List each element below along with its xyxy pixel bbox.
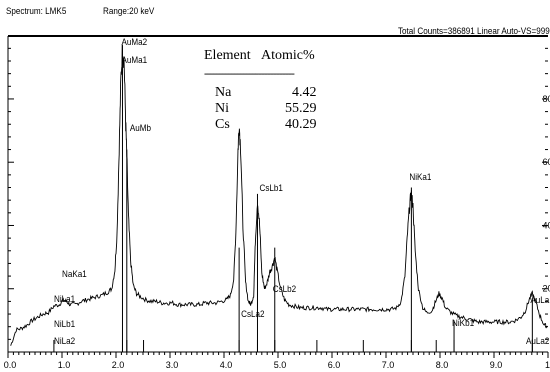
y-tick-label: 200 — [542, 284, 550, 294]
x-tick-label: 3.0 — [166, 360, 179, 370]
x-tick-label: 4.0 — [220, 360, 233, 370]
row-element-ni: Ni — [215, 101, 229, 116]
peak-label: AuMb — [130, 123, 151, 134]
spectrum-name: Spectrum: LMK5 — [6, 6, 67, 16]
peak-label: AuMa1 — [121, 55, 147, 66]
peak-label: NaKa1 — [62, 269, 87, 280]
row-element-na: Na — [215, 85, 232, 100]
row-value-cs: 40.29 — [285, 117, 317, 132]
peak-label: NiLa2 — [54, 336, 75, 347]
total-counts: Total Counts=386891 Linear Auto-VS=999 — [398, 26, 550, 36]
x-tick-label: 8.0 — [436, 360, 449, 370]
peak-label: NiLb1 — [54, 319, 75, 330]
x-tick-label: 6.0 — [328, 360, 341, 370]
peak-label: NiKb1 — [452, 318, 474, 329]
x-tick-label: 0.0 — [4, 360, 17, 370]
y-tick-label: 400 — [542, 220, 550, 230]
x-tick-label: 2.0 — [112, 360, 125, 370]
peak-label: AuLa2 — [526, 336, 550, 347]
table-header-atomic: Atomic% — [261, 48, 315, 63]
x-tick-label: 7.0 — [382, 360, 395, 370]
table-divider: ------------------------------ — [204, 66, 295, 80]
peak-label: AuLa — [530, 295, 549, 306]
peak-label: CsLb2 — [273, 284, 297, 295]
table-header-element: Element — [204, 48, 251, 63]
row-element-cs: Cs — [215, 117, 230, 132]
x-tick-label: 1.0 — [58, 360, 71, 370]
x-tick-label: 9.0 — [490, 360, 503, 370]
peak-label: CsLa2 — [241, 309, 265, 320]
y-tick-label: 800 — [542, 94, 550, 104]
peak-label: NiLa1 — [54, 294, 75, 305]
row-value-na: 4.42 — [292, 85, 317, 100]
x-tick-label: 5.0 — [274, 360, 287, 370]
x-tick-label: 10 — [545, 360, 550, 370]
peak-label: AuMa2 — [121, 37, 147, 48]
peak-label: CsLb1 — [259, 183, 283, 194]
row-value-ni: 55.29 — [285, 101, 317, 116]
energy-range: Range:20 keV — [103, 6, 155, 16]
peak-label: NiKa1 — [409, 172, 431, 183]
y-tick-label: 600 — [542, 157, 550, 167]
spectrum-trace — [10, 44, 548, 346]
